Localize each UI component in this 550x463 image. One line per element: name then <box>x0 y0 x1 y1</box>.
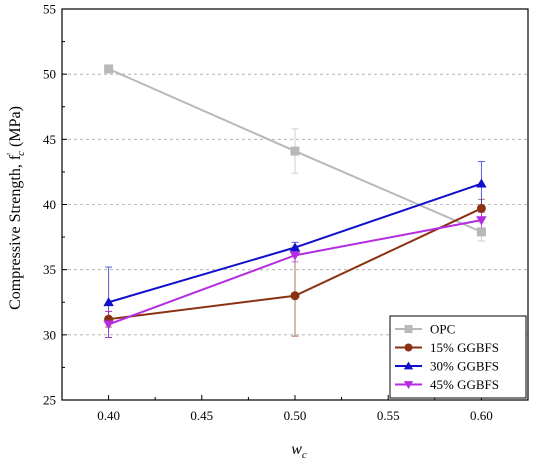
point-opc <box>104 64 114 74</box>
point-30pct-ggbfs <box>289 242 301 252</box>
y-axis-title-main: Compressive Strength, f <box>7 154 24 310</box>
y-axis-ticks: 25 30 35 40 45 50 55 <box>43 2 67 408</box>
legend-swatch-marker-15pct-ggbfs <box>404 343 413 352</box>
y-tick-label: 45 <box>43 132 56 147</box>
point-45pct-ggbfs <box>289 251 301 261</box>
point-45pct-ggbfs <box>103 320 114 330</box>
point-opc <box>290 146 300 156</box>
point-30pct-ggbfs <box>103 297 114 307</box>
y-tick-label: 25 <box>43 393 56 408</box>
point-45pct-ggbfs <box>476 216 487 226</box>
legend-swatch-marker-30pct-ggbfs <box>403 361 414 370</box>
legend-label-30pct-ggbfs: 30% GGBFS <box>430 359 499 374</box>
point-15pct-ggbfs <box>476 203 486 213</box>
point-opc <box>476 227 486 237</box>
x-tick-label: 0.55 <box>377 408 400 423</box>
x-axis-ticks: 0.40 0.45 0.50 0.55 0.60 <box>97 395 493 423</box>
point-15pct-ggbfs <box>290 291 300 301</box>
series-markers <box>103 64 487 330</box>
x-axis-title: wc <box>291 441 307 461</box>
legend: OPC 15% GGBFS 30% GGBFS 45% GGBFS <box>389 315 527 399</box>
x-tick-label: 0.40 <box>97 408 120 423</box>
legend-label-15pct-ggbfs: 15% GGBFS <box>430 340 499 355</box>
x-axis-title-main: w <box>291 441 302 458</box>
y-tick-label: 55 <box>43 2 56 17</box>
y-axis-title: Compressive Strength, f'c (MPa) <box>5 106 27 310</box>
y-tick-label: 50 <box>43 67 56 82</box>
y-tick-label: 35 <box>43 262 56 277</box>
legend-swatch-marker-opc <box>404 325 413 333</box>
y-tick-label: 30 <box>43 327 56 342</box>
x-tick-label: 0.60 <box>470 408 493 423</box>
legend-label-45pct-ggbfs: 45% GGBFS <box>430 377 499 392</box>
y-tick-label: 40 <box>43 197 56 212</box>
y-axis-title-sub: c <box>15 151 27 156</box>
point-30pct-ggbfs <box>476 178 487 188</box>
legend-swatch-marker-45pct-ggbfs <box>403 381 414 390</box>
x-tick-label: 0.45 <box>190 408 213 423</box>
x-tick-label: 0.50 <box>284 408 307 423</box>
legend-label-opc: OPC <box>430 322 455 337</box>
y-axis-title-sup: ' <box>5 153 17 155</box>
y-axis-title-unit: (MPa) <box>7 106 24 151</box>
x-axis-title-sub: c <box>302 449 307 461</box>
